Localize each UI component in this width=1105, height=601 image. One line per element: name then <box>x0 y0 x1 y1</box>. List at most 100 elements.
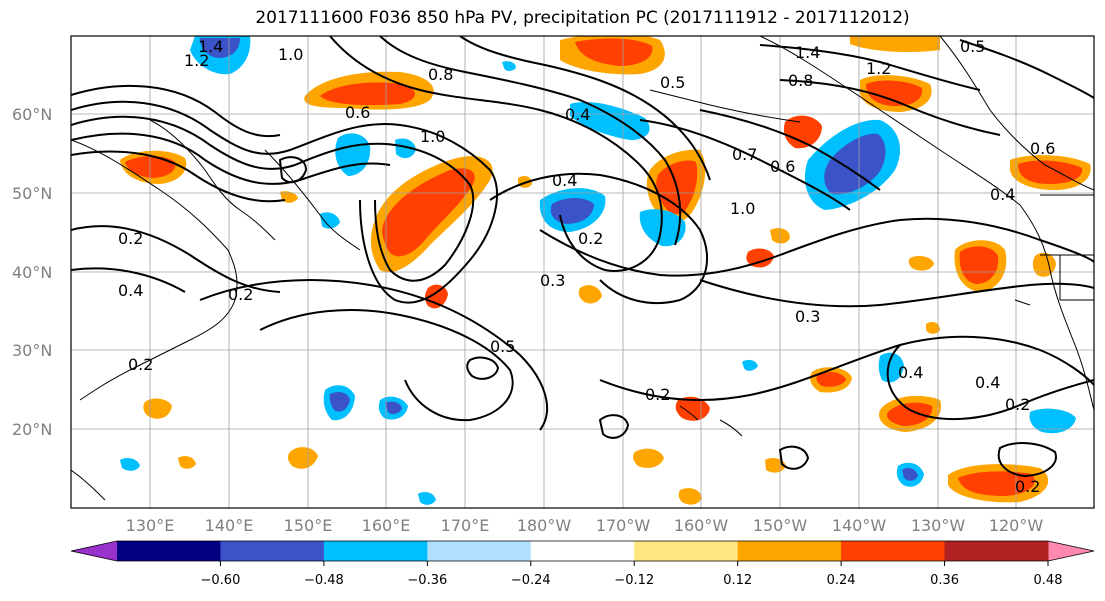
map-panel: 1.4 1.2 1.0 0.8 0.6 0.4 0.2 1.0 0.4 0.5 … <box>71 36 1094 508</box>
colorbar-segment <box>634 541 739 561</box>
colorbar-tick-label: 0.12 <box>723 573 752 588</box>
precip-area <box>783 115 822 149</box>
precip-area <box>886 402 933 426</box>
contour-label: 0.6 <box>770 157 795 176</box>
colorbar-segment <box>323 541 428 561</box>
contour-label: 1.0 <box>730 199 755 218</box>
pv-contours <box>71 36 1094 478</box>
precip-area <box>143 398 172 419</box>
precip-area <box>878 352 904 383</box>
precip-area <box>320 82 415 106</box>
contour-label: 0.8 <box>428 65 453 84</box>
precip-area <box>639 209 686 247</box>
lon-label: 170°E <box>441 516 490 535</box>
lon-label: 150°W <box>753 516 808 535</box>
precip-area <box>908 256 934 271</box>
colorbar-segment <box>220 541 325 561</box>
precip-area <box>178 456 196 469</box>
contour-label: 1.2 <box>184 51 209 70</box>
precip-area <box>850 36 940 52</box>
precip-area <box>866 80 923 106</box>
precip-area <box>816 372 846 387</box>
precip-area <box>742 359 758 371</box>
colorbar-segment <box>427 541 532 561</box>
lon-label: 120°W <box>989 516 1044 535</box>
contour-label: 0.6 <box>345 103 370 122</box>
contour-label: 1.2 <box>866 59 891 78</box>
contour-label: 0.2 <box>645 385 670 404</box>
contour-label: 0.2 <box>1015 477 1040 496</box>
contour-label: 1.0 <box>420 127 445 146</box>
lon-label: 150°E <box>284 516 333 535</box>
precip-area <box>425 284 448 309</box>
colorbar-tick-label: −0.48 <box>304 573 344 588</box>
colorbar-segment <box>530 541 635 561</box>
precip-area <box>329 392 350 412</box>
precip-area <box>502 61 516 71</box>
contour-label: 0.4 <box>990 185 1015 204</box>
contour-label: 0.4 <box>552 171 577 190</box>
contour-label: 0.2 <box>1005 395 1030 414</box>
contour-label: 0.2 <box>228 285 253 304</box>
precip-area <box>382 168 475 257</box>
contour-label: 0.6 <box>1030 139 1055 158</box>
lat-label: 50°N <box>12 184 52 203</box>
lat-label: 30°N <box>12 341 52 360</box>
precip-area <box>633 448 664 468</box>
contour-label: 0.5 <box>660 73 685 92</box>
precip-area <box>824 133 886 195</box>
precip-area <box>320 212 340 229</box>
contour-label: 0.7 <box>732 145 757 164</box>
colorbar-tick-label: −0.60 <box>201 573 241 588</box>
colorbar-segment <box>841 541 946 561</box>
colorbar-tick-label: −0.12 <box>614 573 654 588</box>
precip-area <box>1018 160 1083 184</box>
contour-label: 0.4 <box>565 105 590 124</box>
precip-area <box>746 248 774 268</box>
contour-label: 0.4 <box>898 363 923 382</box>
precip-area <box>418 492 436 505</box>
longitude-labels: 130°E 140°E 150°E 160°E 170°E 180°W 170°… <box>126 516 1044 535</box>
lon-label: 160°E <box>362 516 411 535</box>
colorbar-tick-label: 0.36 <box>930 573 959 588</box>
contour-label: 0.4 <box>975 373 1000 392</box>
lon-label: 160°W <box>674 516 729 535</box>
precip-area <box>902 468 918 481</box>
contour-label: 0.5 <box>490 337 515 356</box>
contour-label: 1.4 <box>198 37 223 56</box>
colorbar: −0.60 −0.48 −0.36 −0.24 −0.12 0.12 0.24 0.36 0.4… <box>70 540 1095 588</box>
lon-label: 140°E <box>205 516 254 535</box>
precip-area <box>575 38 653 66</box>
latitude-labels: 60°N 50°N 40°N 30°N 20°N <box>12 105 52 439</box>
lat-label: 20°N <box>12 420 52 439</box>
contour-label: 1.4 <box>795 43 820 62</box>
precip-area <box>959 246 999 284</box>
precip-area <box>570 101 650 140</box>
contour-labels: 1.4 1.2 1.0 0.8 0.6 0.4 0.2 1.0 0.4 0.5 … <box>118 37 1055 496</box>
lon-label: 180°W <box>517 516 572 535</box>
colorbar-tick-label: 0.48 <box>1034 573 1063 588</box>
precip-area <box>578 285 602 304</box>
colorbar-tick-label: −0.24 <box>511 573 551 588</box>
colorbar-tick-label: −0.36 <box>407 573 447 588</box>
colorbar-segment <box>737 541 842 561</box>
lon-label: 140°W <box>832 516 887 535</box>
precip-area <box>926 322 940 334</box>
precip-area <box>395 138 416 159</box>
contour-label: 0.2 <box>118 229 143 248</box>
precip-area <box>200 38 240 58</box>
precip-area <box>1029 408 1076 434</box>
contour-label: 0.5 <box>960 37 985 56</box>
precip-area <box>675 396 710 421</box>
colorbar-extend-high <box>1048 541 1094 561</box>
contour-label: 1.0 <box>278 45 303 64</box>
contour-label: 0.2 <box>578 229 603 248</box>
precip-area <box>958 471 1035 496</box>
colorbar-segment <box>944 541 1049 561</box>
map-title: 2017111600 F036 850 hPa PV, precipitatio… <box>255 8 910 28</box>
precip-area <box>287 447 318 469</box>
precip-area <box>550 198 594 224</box>
precip-area <box>120 458 140 471</box>
contour-label: 0.2 <box>128 355 153 374</box>
